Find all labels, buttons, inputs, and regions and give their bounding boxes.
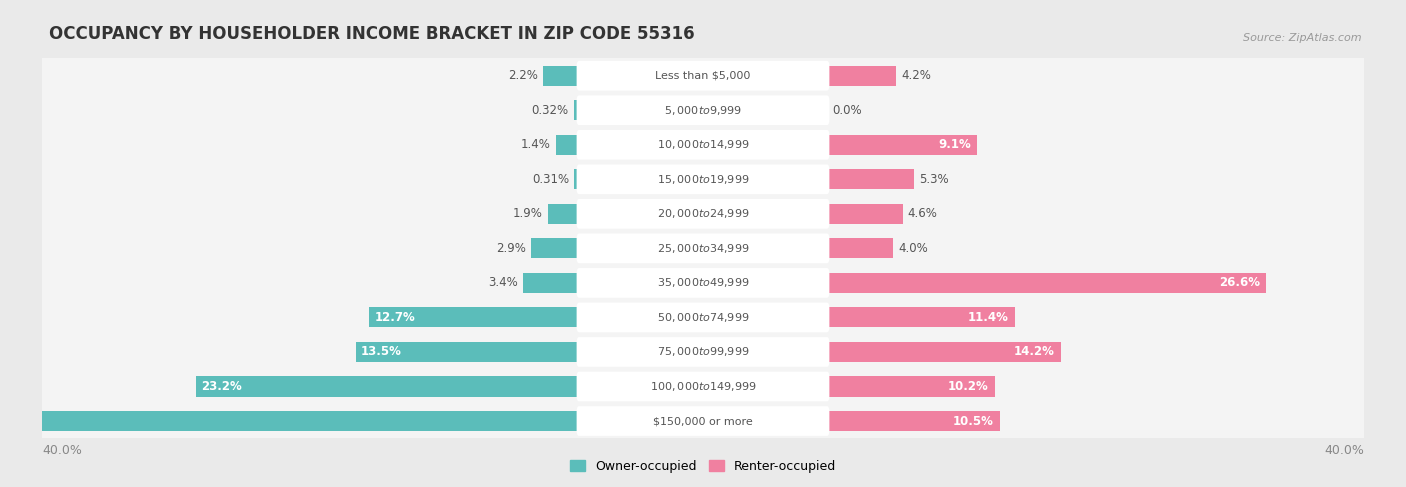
FancyBboxPatch shape — [576, 268, 830, 298]
Text: 0.32%: 0.32% — [531, 104, 569, 117]
FancyBboxPatch shape — [32, 292, 1374, 343]
FancyBboxPatch shape — [576, 61, 830, 91]
Text: $15,000 to $19,999: $15,000 to $19,999 — [657, 173, 749, 186]
Text: $10,000 to $14,999: $10,000 to $14,999 — [657, 138, 749, 151]
Text: 9.1%: 9.1% — [938, 138, 970, 151]
FancyBboxPatch shape — [32, 396, 1374, 446]
FancyBboxPatch shape — [34, 121, 1375, 171]
Bar — [523, 273, 579, 293]
Bar — [827, 135, 977, 155]
Text: $75,000 to $99,999: $75,000 to $99,999 — [657, 345, 749, 358]
FancyBboxPatch shape — [32, 258, 1374, 308]
FancyBboxPatch shape — [34, 259, 1375, 309]
FancyBboxPatch shape — [34, 328, 1375, 378]
Bar — [827, 204, 903, 224]
Text: Source: ZipAtlas.com: Source: ZipAtlas.com — [1243, 33, 1361, 43]
FancyBboxPatch shape — [576, 372, 830, 401]
Bar — [827, 411, 1000, 431]
FancyBboxPatch shape — [34, 86, 1375, 136]
Bar — [370, 307, 579, 327]
Text: 2.2%: 2.2% — [508, 69, 537, 82]
Bar — [827, 238, 893, 259]
Text: 26.6%: 26.6% — [1219, 277, 1260, 289]
Text: 0.31%: 0.31% — [531, 173, 569, 186]
FancyBboxPatch shape — [32, 51, 1374, 101]
FancyBboxPatch shape — [32, 223, 1374, 274]
FancyBboxPatch shape — [576, 337, 830, 367]
Bar — [574, 100, 579, 120]
Bar — [827, 169, 914, 189]
Text: Less than $5,000: Less than $5,000 — [655, 71, 751, 81]
FancyBboxPatch shape — [32, 85, 1374, 135]
FancyBboxPatch shape — [32, 361, 1374, 412]
Text: 1.9%: 1.9% — [513, 207, 543, 220]
FancyBboxPatch shape — [34, 293, 1375, 344]
Text: $5,000 to $9,999: $5,000 to $9,999 — [664, 104, 742, 117]
Bar — [827, 342, 1062, 362]
Text: 4.6%: 4.6% — [908, 207, 938, 220]
Text: 14.2%: 14.2% — [1014, 345, 1054, 358]
Text: 40.0%: 40.0% — [42, 444, 82, 457]
FancyBboxPatch shape — [32, 188, 1374, 239]
Text: 2.9%: 2.9% — [496, 242, 526, 255]
Text: 1.4%: 1.4% — [522, 138, 551, 151]
Bar — [827, 66, 896, 86]
Text: 13.5%: 13.5% — [361, 345, 402, 358]
Text: $35,000 to $49,999: $35,000 to $49,999 — [657, 277, 749, 289]
FancyBboxPatch shape — [576, 95, 830, 125]
FancyBboxPatch shape — [34, 155, 1375, 206]
Bar — [827, 307, 1015, 327]
Text: 10.5%: 10.5% — [953, 414, 994, 428]
Bar — [827, 376, 995, 396]
Text: $25,000 to $34,999: $25,000 to $34,999 — [657, 242, 749, 255]
Text: 4.0%: 4.0% — [898, 242, 928, 255]
Bar — [0, 411, 579, 431]
FancyBboxPatch shape — [34, 362, 1375, 413]
Bar — [195, 376, 579, 396]
FancyBboxPatch shape — [576, 234, 830, 263]
Bar — [531, 238, 579, 259]
Text: 5.3%: 5.3% — [920, 173, 949, 186]
FancyBboxPatch shape — [576, 165, 830, 194]
FancyBboxPatch shape — [34, 52, 1375, 102]
FancyBboxPatch shape — [576, 130, 830, 160]
Bar — [574, 169, 579, 189]
Bar — [555, 135, 579, 155]
Text: OCCUPANCY BY HOUSEHOLDER INCOME BRACKET IN ZIP CODE 55316: OCCUPANCY BY HOUSEHOLDER INCOME BRACKET … — [49, 25, 695, 43]
Text: 10.2%: 10.2% — [948, 380, 988, 393]
Text: 0.0%: 0.0% — [832, 104, 862, 117]
Text: 4.2%: 4.2% — [901, 69, 931, 82]
FancyBboxPatch shape — [576, 406, 830, 436]
FancyBboxPatch shape — [34, 224, 1375, 275]
FancyBboxPatch shape — [576, 302, 830, 332]
Bar — [548, 204, 579, 224]
Text: $150,000 or more: $150,000 or more — [654, 416, 752, 426]
Text: 12.7%: 12.7% — [374, 311, 415, 324]
FancyBboxPatch shape — [32, 327, 1374, 377]
Bar — [827, 273, 1267, 293]
Text: 23.2%: 23.2% — [201, 380, 242, 393]
Bar — [543, 66, 579, 86]
Legend: Owner-occupied, Renter-occupied: Owner-occupied, Renter-occupied — [565, 455, 841, 478]
FancyBboxPatch shape — [32, 120, 1374, 170]
Text: $100,000 to $149,999: $100,000 to $149,999 — [650, 380, 756, 393]
Text: $50,000 to $74,999: $50,000 to $74,999 — [657, 311, 749, 324]
FancyBboxPatch shape — [34, 397, 1375, 447]
FancyBboxPatch shape — [576, 199, 830, 229]
Text: 3.4%: 3.4% — [488, 277, 517, 289]
Text: $20,000 to $24,999: $20,000 to $24,999 — [657, 207, 749, 220]
FancyBboxPatch shape — [34, 189, 1375, 240]
Bar — [356, 342, 579, 362]
Text: 11.4%: 11.4% — [967, 311, 1008, 324]
Text: 40.0%: 40.0% — [1324, 444, 1364, 457]
FancyBboxPatch shape — [32, 154, 1374, 205]
